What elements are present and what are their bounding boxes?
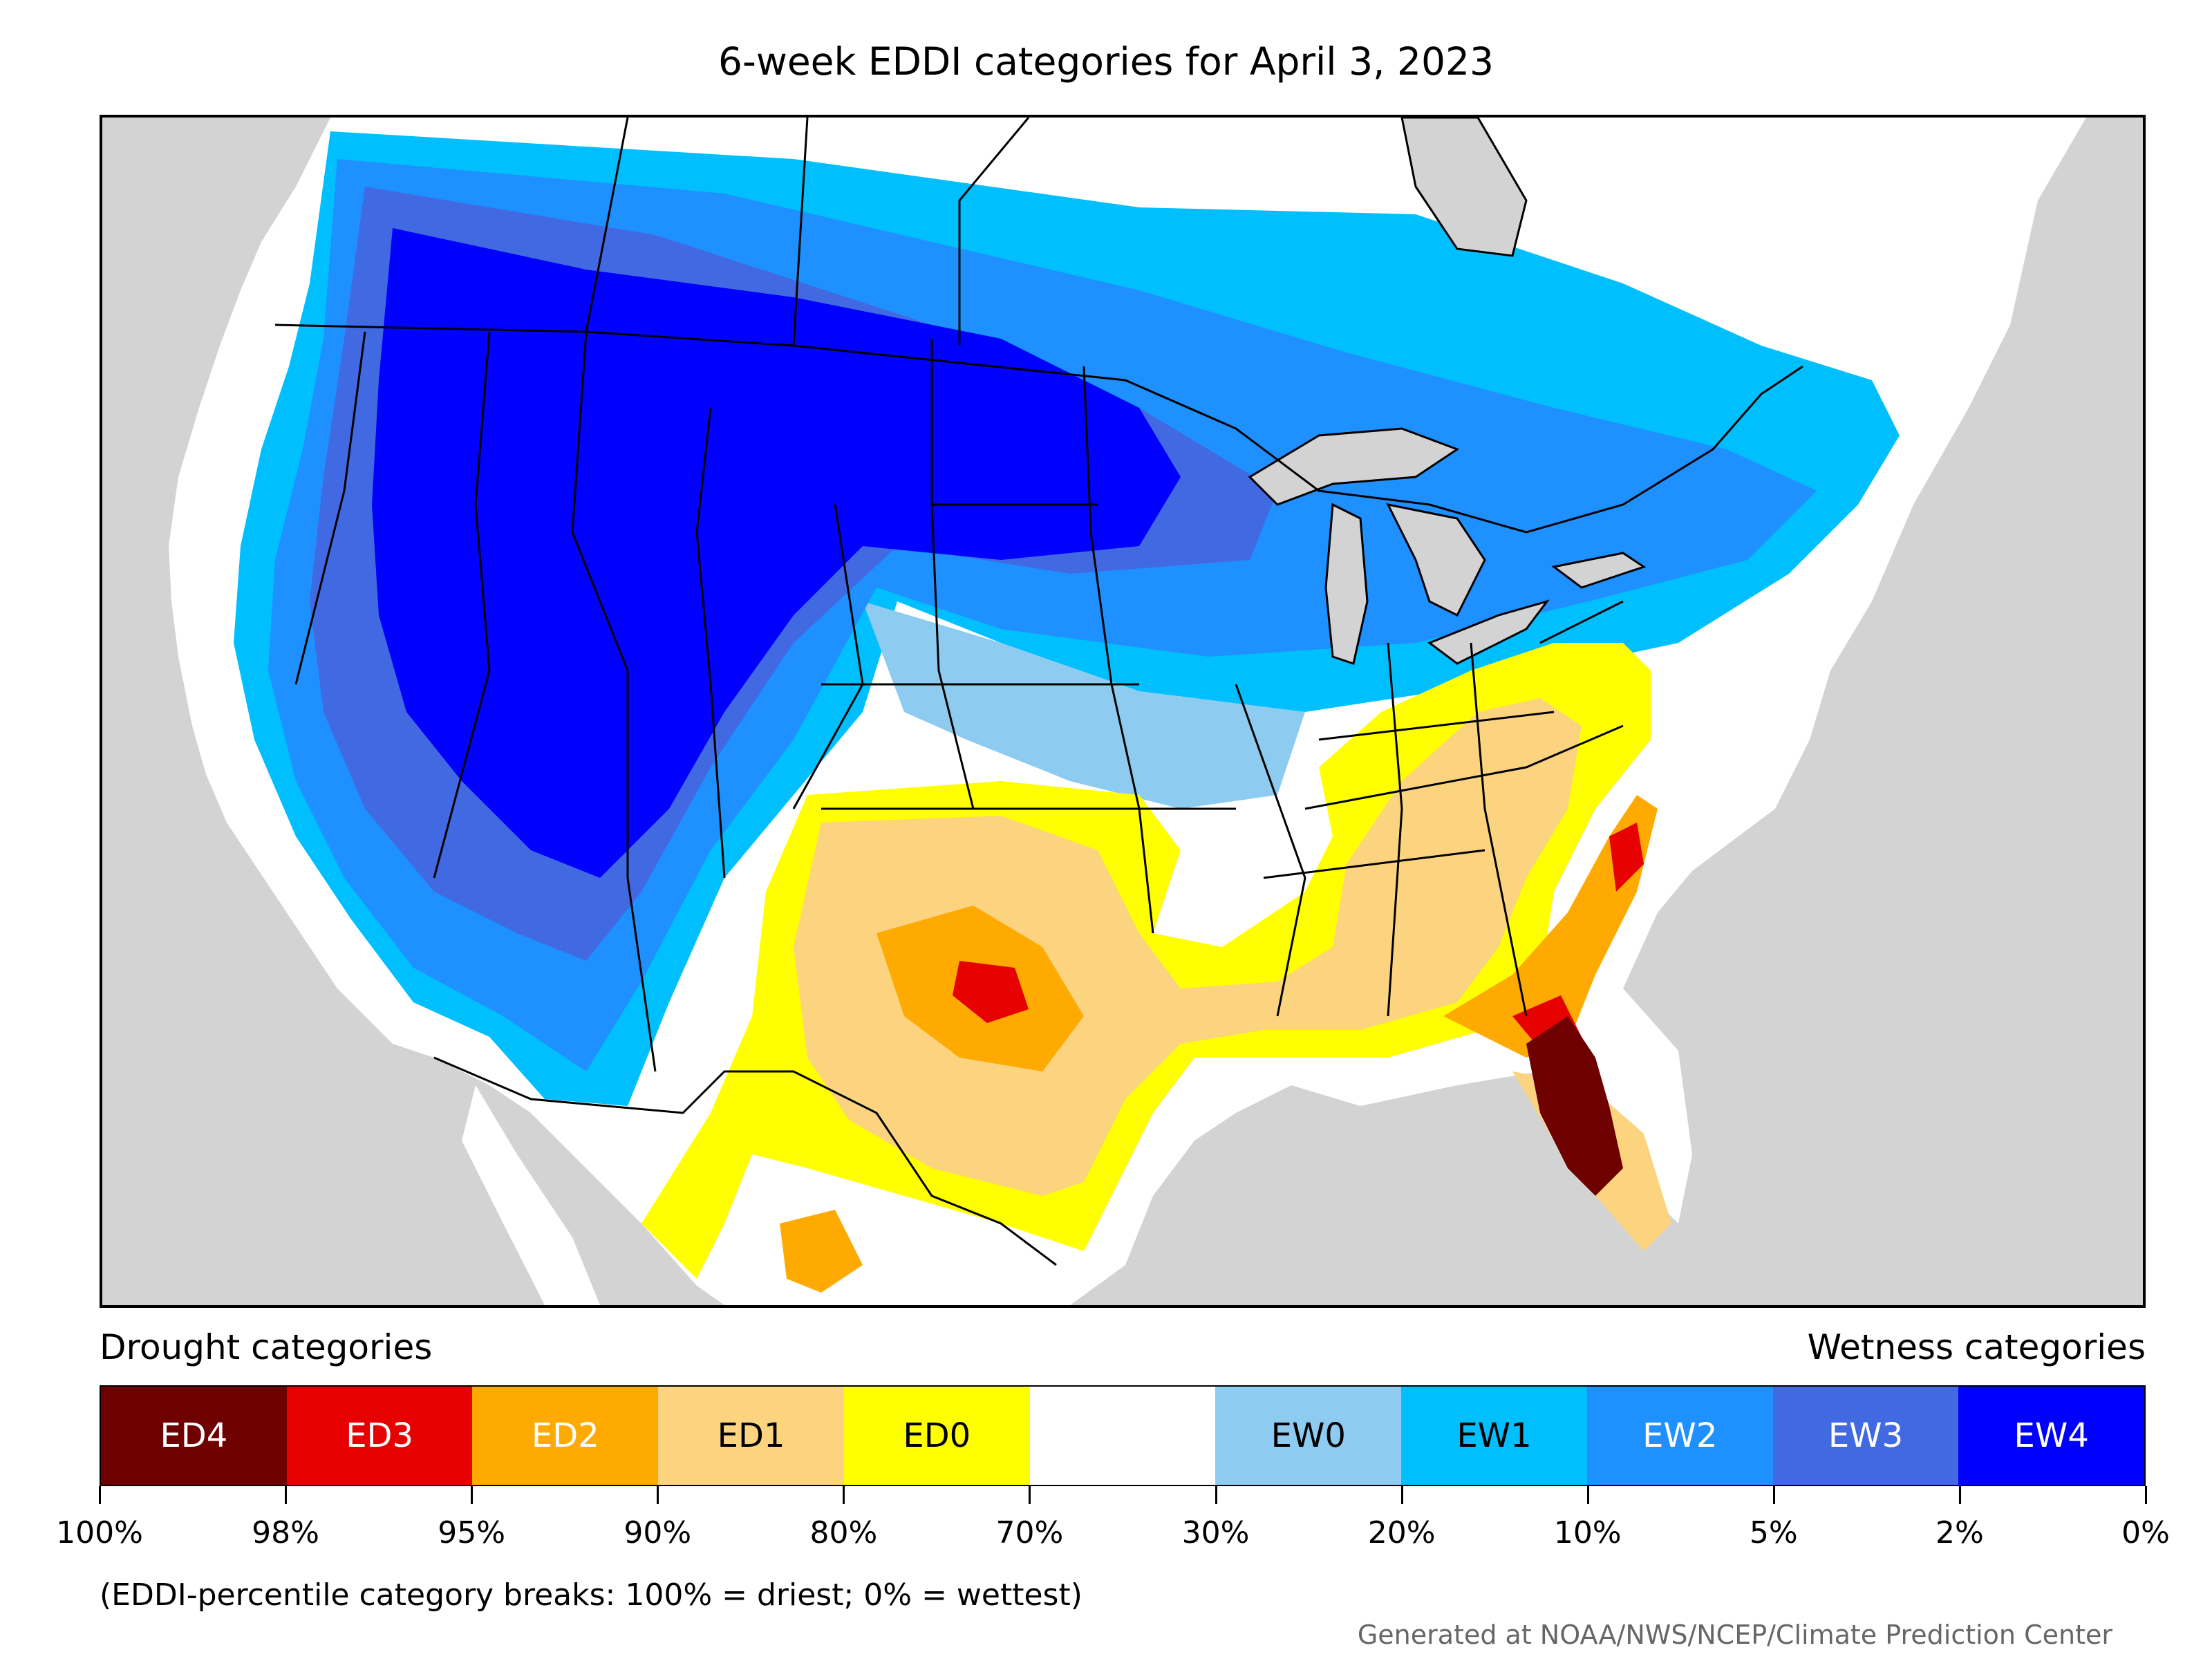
colorbar-tick <box>99 1486 101 1504</box>
swatch-label: EW1 <box>1456 1416 1532 1455</box>
colorbar-tick-label: 5% <box>1749 1515 1798 1550</box>
swatch-ed1: ED1 <box>658 1387 844 1485</box>
swatch-ed2: ED2 <box>472 1387 659 1485</box>
colorbar-tick-label: 10% <box>1553 1515 1622 1550</box>
category-break-note: (EDDI-percentile category breaks: 100% =… <box>100 1577 1082 1613</box>
us-canada-border <box>274 324 1803 534</box>
colorbar-tick <box>1400 1486 1403 1504</box>
credit-line: Generated at NOAA/NWS/NCEP/Climate Predi… <box>1357 1620 2112 1650</box>
state-lines-west <box>294 331 864 1072</box>
region-ed4 <box>1526 1016 1623 1196</box>
swatch-label: EW2 <box>1642 1416 1718 1455</box>
swatch-ed0: ED0 <box>843 1387 1030 1485</box>
colorbar-tick <box>657 1486 659 1504</box>
boundaries <box>274 118 1803 1266</box>
lake-michigan <box>1324 503 1369 665</box>
colorbar-tick-label: 70% <box>995 1515 1064 1550</box>
swatch-ew3: EW3 <box>1772 1387 1959 1485</box>
state-lines-east <box>1263 600 1624 1017</box>
hudson-bay-edge <box>1400 118 1528 257</box>
swatch-ed3: ED3 <box>286 1387 473 1485</box>
colorbar-tick-label: 98% <box>252 1515 319 1550</box>
swatch-normal <box>1029 1387 1216 1485</box>
swatch-label: ED0 <box>903 1416 971 1455</box>
swatch-label: EW3 <box>1828 1416 1904 1455</box>
lake-erie <box>1427 599 1550 665</box>
lake-huron <box>1386 503 1486 617</box>
colorbar-tick-label: 20% <box>1367 1515 1436 1550</box>
wetness-categories-label: Wetness categories <box>1807 1327 2146 1367</box>
swatch-ew4: EW4 <box>1958 1387 2145 1485</box>
colorbar-tick <box>1958 1486 1961 1504</box>
swatch-ew1: EW1 <box>1401 1387 1587 1485</box>
colorbar-tick <box>285 1486 288 1504</box>
colorbar-tick-label: 100% <box>56 1515 143 1550</box>
region-ed3 <box>953 961 1029 1023</box>
colorbar-tick <box>2145 1486 2147 1504</box>
colorbar-ticks <box>99 1486 2147 1507</box>
colorbar-tick <box>1215 1486 1217 1504</box>
colorbar-tick-label: 90% <box>624 1515 692 1550</box>
us-mexico-border <box>433 1056 1057 1266</box>
swatch-label: ED4 <box>160 1416 228 1455</box>
colorbar-tick <box>1772 1486 1775 1504</box>
swatch-ed4: ED4 <box>101 1387 287 1485</box>
colorbar-tick <box>1586 1486 1589 1504</box>
land-baja <box>462 1085 600 1305</box>
region-ed2-southeast <box>1443 795 1658 1058</box>
swatch-ew2: EW2 <box>1586 1387 1773 1485</box>
colorbar-tick-label: 30% <box>1181 1515 1250 1550</box>
region-ed2-south-texas <box>780 1210 863 1293</box>
colorbar-tick-label: 95% <box>438 1515 506 1550</box>
region-ed3-nc <box>1609 823 1644 892</box>
swatch-label: ED3 <box>346 1416 414 1455</box>
drought-categories-label: Drought categories <box>100 1327 433 1367</box>
region-ew4 <box>372 228 1181 878</box>
canada-provincial-lines <box>585 118 1030 346</box>
swatch-label: ED2 <box>531 1416 599 1455</box>
category-colorbar: ED4 ED3 ED2 ED1 ED0 EW0 EW1 EW2 EW3 EW4 <box>100 1385 2146 1486</box>
map-title: 6-week EDDI categories for April 3, 2023 <box>718 39 1494 84</box>
swatch-ew0: EW0 <box>1215 1387 1402 1485</box>
colorbar-tick <box>843 1486 845 1504</box>
swatch-label: EW0 <box>1271 1416 1346 1455</box>
colorbar-tick <box>471 1486 474 1504</box>
swatch-label: ED1 <box>717 1416 785 1455</box>
lake-superior <box>1248 427 1460 506</box>
region-ed1 <box>794 698 1582 1196</box>
lake-ontario <box>1551 552 1647 589</box>
state-lines-central <box>821 339 1306 1017</box>
colorbar-tick-label: 0% <box>2121 1515 2170 1550</box>
swatch-label: EW4 <box>2014 1416 2089 1455</box>
eddi-map <box>100 115 2146 1308</box>
colorbar-tick <box>1029 1486 1031 1504</box>
colorbar-tick-label: 2% <box>1936 1515 1984 1550</box>
colorbar-tick-label: 80% <box>809 1515 878 1550</box>
region-ew0 <box>863 601 1305 809</box>
